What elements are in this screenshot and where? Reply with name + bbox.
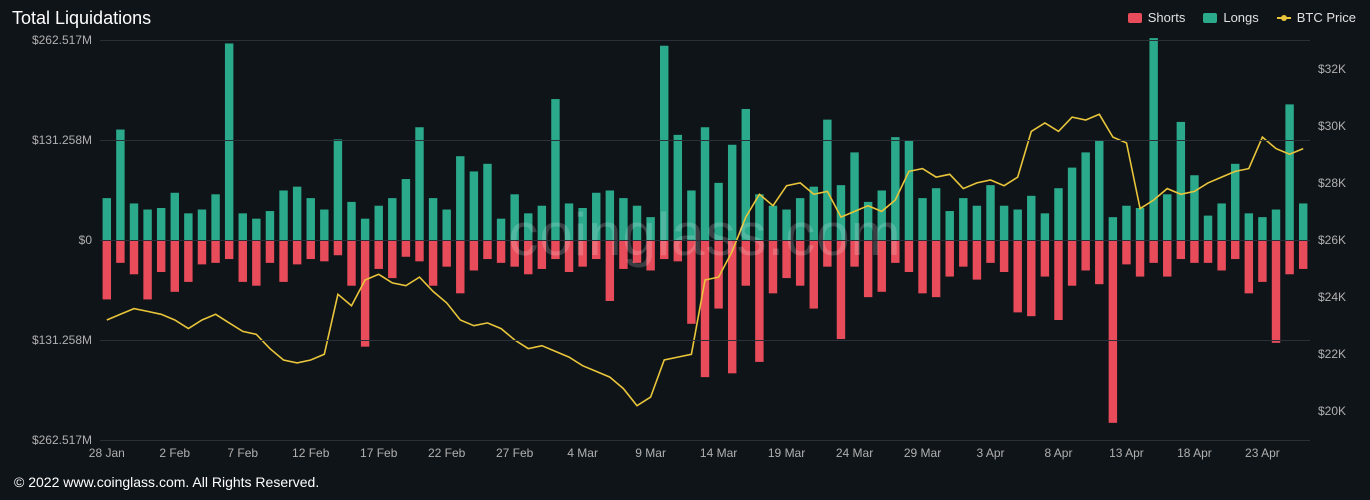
footer-copyright: © 2022 www.coinglass.com. All Rights Res… xyxy=(14,474,319,490)
gridline xyxy=(100,140,1310,141)
y-left-tick-label: $0 xyxy=(79,233,92,247)
y-right-tick-label: $24K xyxy=(1318,290,1346,304)
y-left-tick-label: $131.258M xyxy=(32,333,92,347)
x-tick-label: 3 Apr xyxy=(976,446,1004,460)
swatch-longs xyxy=(1203,13,1217,23)
gridline xyxy=(100,240,1310,241)
legend-shorts[interactable]: Shorts xyxy=(1128,10,1186,25)
legend-price-label: BTC Price xyxy=(1297,10,1356,25)
y-right-tick-label: $32K xyxy=(1318,62,1346,76)
y-left-tick-label: $131.258M xyxy=(32,133,92,147)
y-left-tick-label: $262.517M xyxy=(32,33,92,47)
x-tick-label: 8 Apr xyxy=(1044,446,1072,460)
x-tick-label: 9 Mar xyxy=(635,446,666,460)
y-right-tick-label: $26K xyxy=(1318,233,1346,247)
chart-title: Total Liquidations xyxy=(12,8,151,29)
chart-area[interactable]: coinglass.com $262.517M$131.258M$0$131.2… xyxy=(100,40,1310,440)
y-right-tick-label: $22K xyxy=(1318,347,1346,361)
y-right-tick-label: $28K xyxy=(1318,176,1346,190)
swatch-price xyxy=(1277,17,1291,19)
x-tick-label: 27 Feb xyxy=(496,446,533,460)
x-tick-label: 18 Apr xyxy=(1177,446,1212,460)
price-line[interactable] xyxy=(107,114,1303,405)
legend-shorts-label: Shorts xyxy=(1148,10,1186,25)
gridline xyxy=(100,40,1310,41)
legend-longs[interactable]: Longs xyxy=(1203,10,1258,25)
x-tick-label: 4 Mar xyxy=(567,446,598,460)
x-tick-label: 19 Mar xyxy=(768,446,805,460)
y-right-tick-label: $20K xyxy=(1318,404,1346,418)
legend-longs-label: Longs xyxy=(1223,10,1258,25)
y-right-tick-label: $30K xyxy=(1318,119,1346,133)
x-tick-label: 23 Apr xyxy=(1245,446,1280,460)
gridline xyxy=(100,440,1310,441)
y-left-tick-label: $262.517M xyxy=(32,433,92,447)
legend: Shorts Longs BTC Price xyxy=(1128,10,1356,25)
x-tick-label: 7 Feb xyxy=(227,446,258,460)
x-tick-label: 2 Feb xyxy=(159,446,190,460)
x-tick-label: 29 Mar xyxy=(904,446,941,460)
x-tick-label: 17 Feb xyxy=(360,446,397,460)
x-tick-label: 12 Feb xyxy=(292,446,329,460)
gridline xyxy=(100,340,1310,341)
x-tick-label: 22 Feb xyxy=(428,446,465,460)
x-tick-label: 24 Mar xyxy=(836,446,873,460)
x-tick-label: 28 Jan xyxy=(89,446,125,460)
legend-price[interactable]: BTC Price xyxy=(1277,10,1356,25)
x-tick-label: 13 Apr xyxy=(1109,446,1144,460)
swatch-shorts xyxy=(1128,13,1142,23)
x-tick-label: 14 Mar xyxy=(700,446,737,460)
